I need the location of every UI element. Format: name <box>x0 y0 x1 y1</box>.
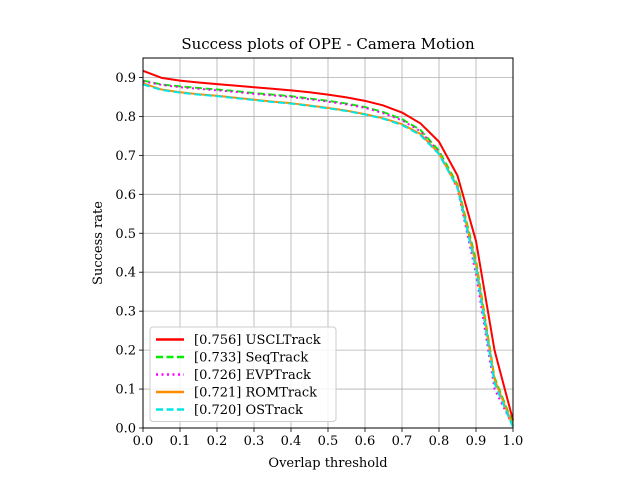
x-tick-label: 0.4 <box>281 434 302 449</box>
x-tick-label: 0.6 <box>355 434 376 449</box>
y-tick-label: 0.9 <box>115 71 136 86</box>
y-tick-label: 0.7 <box>115 149 136 164</box>
legend-label-romtrack: [0.721] ROMTrack <box>194 386 317 401</box>
x-tick-label: 0.3 <box>244 434 265 449</box>
y-tick-label: 0.3 <box>115 305 136 320</box>
series-line-seqtrack <box>142 79 514 425</box>
series-line-ostrack <box>142 83 514 428</box>
y-tick-label: 0.5 <box>115 227 136 242</box>
x-tick-label: 0.0 <box>133 434 154 449</box>
legend-label-seqtrack: [0.733] SeqTrack <box>194 351 308 366</box>
y-tick-label: 0.4 <box>115 266 136 281</box>
legend-label-ostrack: [0.720] OSTrack <box>194 403 303 418</box>
legend: [0.756] USCLTrack [0.733] SeqTrack [0.726]… <box>149 326 337 422</box>
y-tick-label: 0.1 <box>115 383 136 398</box>
y-tick-label: 0.8 <box>115 110 136 125</box>
y-tick-label: 0.6 <box>115 188 136 203</box>
y-tick-label: 0.0 <box>115 422 136 437</box>
x-tick-label: 0.1 <box>170 434 191 449</box>
x-tick-label: 0.2 <box>207 434 228 449</box>
series-line-romtrack <box>142 82 514 427</box>
axis-ticks: 0.0 0.1 0.2 0.3 0.4 0.5 0.6 0.7 0.8 0.9 1.0 0.0 0.1 0… <box>115 71 523 449</box>
x-axis-label: Overlap threshold <box>268 456 387 471</box>
legend-box <box>149 326 337 422</box>
series-line-evptrack <box>142 80 514 427</box>
x-tick-label: 0.9 <box>466 434 487 449</box>
x-tick-label: 0.7 <box>392 434 413 449</box>
x-tick-label: 1.0 <box>503 434 524 449</box>
chart-title: Success plots of OPE - Camera Motion <box>181 35 475 53</box>
y-axis-label: Success rate <box>91 201 106 285</box>
x-tick-label: 0.5 <box>318 434 339 449</box>
y-tick-label: 0.2 <box>115 344 136 359</box>
series-lines <box>142 69 514 428</box>
legend-label-uscltrack: [0.756] USCLTrack <box>194 333 321 348</box>
series-line-uscltrack <box>142 69 514 421</box>
x-tick-label: 0.8 <box>429 434 450 449</box>
legend-label-evptrack: [0.726] EVPTrack <box>194 368 311 383</box>
